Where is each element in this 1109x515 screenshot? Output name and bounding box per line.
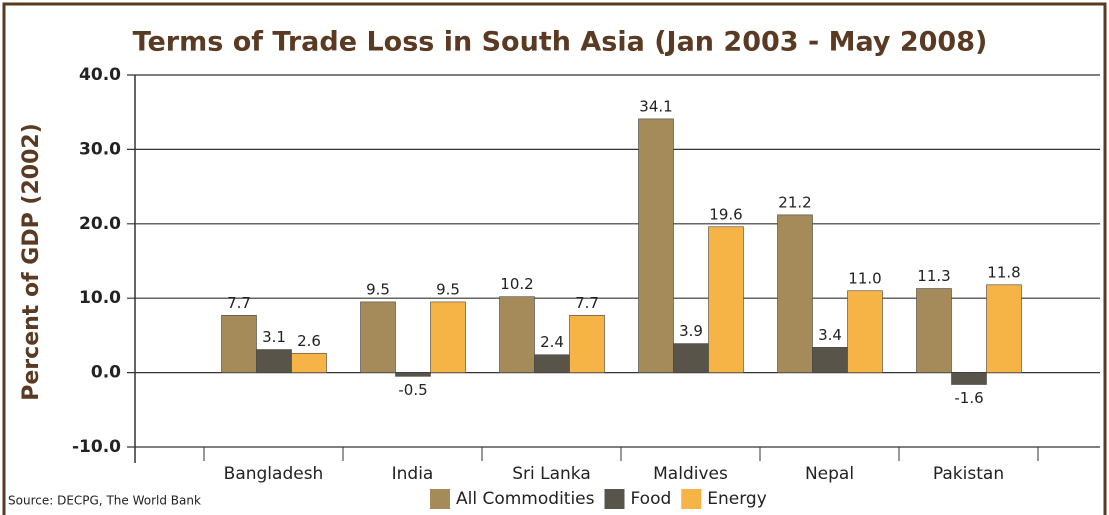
- x-tick-label: Pakistan: [933, 464, 1004, 484]
- x-tick-label: Bangladesh: [224, 464, 324, 484]
- bar: [360, 301, 396, 373]
- y-tick-label: 20.0: [79, 214, 121, 234]
- data-label: -1.6: [954, 389, 983, 407]
- x-tick-label: Nepal: [805, 464, 854, 484]
- bar: [430, 301, 466, 373]
- data-label: 19.6: [709, 205, 742, 223]
- data-label: 11.3: [917, 267, 950, 285]
- y-tick-label: -10.0: [72, 437, 121, 457]
- bar: [708, 226, 744, 373]
- data-label: 7.7: [227, 294, 251, 312]
- bar: [847, 290, 883, 373]
- bar: [986, 284, 1022, 373]
- source: Source: DECPG, The World Bank: [8, 494, 201, 508]
- bar: [499, 296, 535, 373]
- bar: [812, 347, 848, 373]
- data-label: 3.4: [818, 326, 842, 344]
- data-label: 3.9: [679, 322, 703, 340]
- bar: [534, 354, 570, 373]
- data-label: 9.5: [366, 280, 390, 298]
- data-label: 11.8: [987, 263, 1020, 281]
- legend-label: Energy: [707, 489, 767, 509]
- data-label: 11.0: [848, 269, 881, 287]
- bar: [221, 315, 257, 373]
- bar: [916, 288, 952, 373]
- x-tick-label: Sri Lanka: [512, 464, 591, 484]
- data-label: -0.5: [398, 381, 427, 399]
- bar: [951, 372, 987, 385]
- legend-label: All Commodities: [456, 489, 595, 509]
- y-tick-label: 30.0: [79, 139, 121, 159]
- y-tick-label: 10.0: [79, 288, 121, 308]
- legend-swatch: [430, 489, 450, 509]
- bar: [256, 349, 292, 373]
- legend-swatch: [604, 489, 625, 509]
- y-tick-label: 40.0: [79, 65, 121, 85]
- bar: [673, 343, 709, 373]
- bar: [569, 315, 605, 373]
- x-tick-label: Maldives: [653, 464, 728, 484]
- data-label: 7.7: [575, 294, 599, 312]
- y-axis-label: Percent of GDP (2002): [19, 123, 44, 400]
- data-label: 2.4: [540, 333, 564, 351]
- chart-title: Terms of Trade Loss in South Asia (Jan 2…: [133, 27, 988, 58]
- x-tick-label: India: [392, 464, 434, 484]
- data-label: 2.6: [297, 332, 321, 350]
- data-label: 9.5: [436, 280, 460, 298]
- bar: [291, 352, 327, 373]
- data-label: 34.1: [639, 97, 672, 115]
- bar: [777, 214, 813, 373]
- data-label: 10.2: [500, 275, 533, 293]
- y-tick-label: 0.0: [91, 363, 121, 383]
- legend-label: Food: [631, 489, 672, 509]
- bar: [395, 372, 431, 377]
- data-label: 21.2: [778, 193, 811, 211]
- bar: [638, 118, 674, 373]
- legend-swatch: [681, 489, 702, 509]
- data-label: 3.1: [262, 328, 286, 346]
